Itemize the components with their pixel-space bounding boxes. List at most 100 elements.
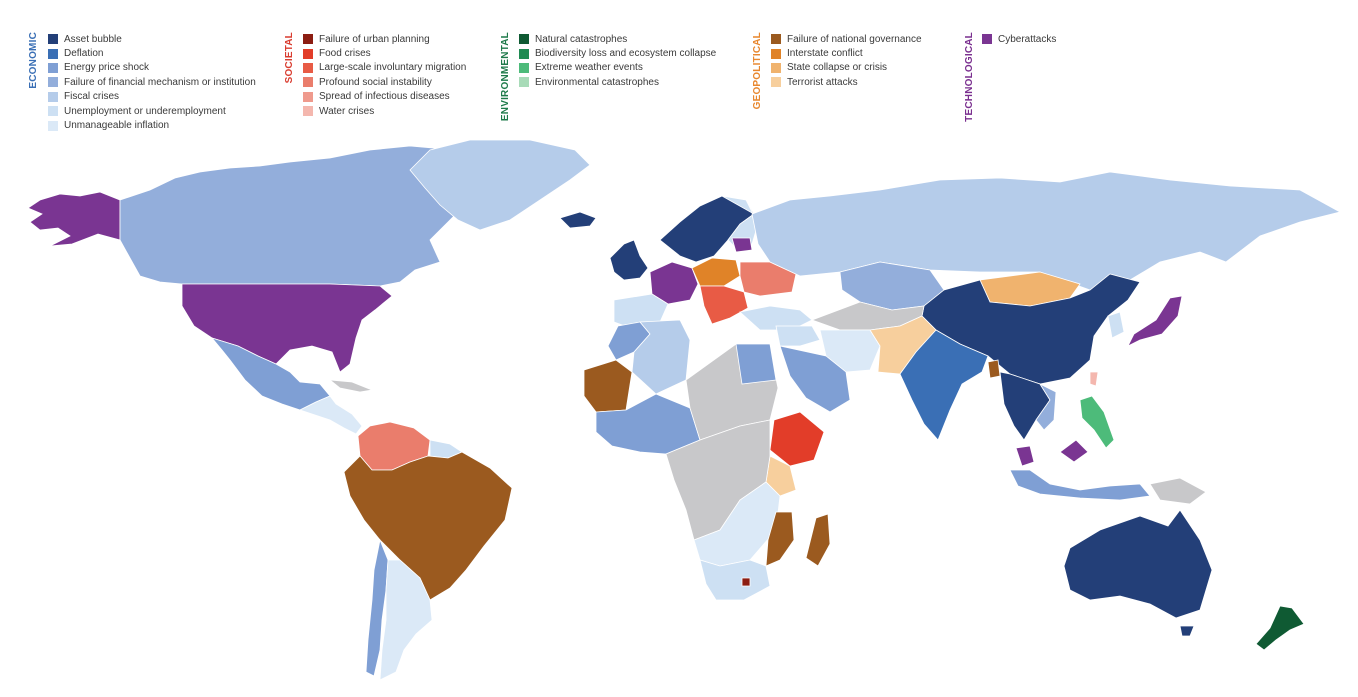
legend-swatch-societal <box>303 77 313 88</box>
country-alaska[interactable] <box>27 191 121 247</box>
country-cuba[interactable] <box>328 379 374 393</box>
legend-swatch-geopolitical <box>771 62 781 73</box>
legend-label-geopolitical: Failure of national governance <box>787 33 922 45</box>
legend-item-societal: Water crises <box>303 104 466 118</box>
world-map <box>27 140 1342 681</box>
country-philippines[interactable] <box>1079 395 1115 449</box>
country-japan[interactable] <box>1127 295 1183 347</box>
country-iceland[interactable] <box>559 211 597 229</box>
country-germany-poland[interactable] <box>691 257 741 287</box>
legend-swatch-environmental <box>519 62 529 73</box>
legend-swatch-societal <box>303 62 313 73</box>
legend-swatch-technological <box>982 34 992 45</box>
legend-swatch-economic <box>48 91 58 102</box>
country-ethiopia[interactable] <box>769 411 825 467</box>
legend-label-economic: Energy price shock <box>64 62 150 74</box>
country-baltics[interactable] <box>731 237 753 253</box>
legend-item-technological: Cyberattacks <box>982 32 1056 46</box>
legend-swatch-environmental <box>519 34 529 45</box>
legend-label-geopolitical: State collapse or crisis <box>787 62 888 74</box>
country-egypt[interactable] <box>735 343 777 385</box>
legend-title-technological: TECHNOLOGICAL <box>964 32 975 122</box>
country-bangladesh[interactable] <box>987 359 1001 379</box>
legend-items-societal: Failure of urban planning Food crises Larg… <box>303 32 466 118</box>
legend-item-economic: Asset bubble <box>48 32 256 46</box>
country-australia[interactable] <box>1063 509 1213 619</box>
legend-title-economic: ECONOMIC <box>28 32 39 89</box>
legend-label-economic: Deflation <box>64 48 104 60</box>
legend-item-geopolitical: Terrorist attacks <box>771 75 922 89</box>
legend-label-environmental: Natural catastrophes <box>535 33 628 45</box>
legend: ECONOMIC Asset bubble Deflation Energy pri… <box>0 0 1358 140</box>
country-papua[interactable] <box>1149 477 1207 505</box>
legend-swatch-economic <box>48 120 58 131</box>
legend-item-societal: Large-scale involuntary migration <box>303 61 466 75</box>
legend-title-societal: SOCIETAL <box>284 32 295 84</box>
legend-items-geopolitical: Failure of national governance Interstate… <box>771 32 922 90</box>
legend-item-economic: Unemployment or underemployment <box>48 104 256 118</box>
legend-item-environmental: Biodiversity loss and ecosystem collapse <box>519 46 716 60</box>
legend-swatch-environmental <box>519 48 529 59</box>
country-central-america[interactable] <box>298 395 363 435</box>
legend-swatch-societal <box>303 48 313 59</box>
legend-item-economic: Fiscal crises <box>48 90 256 104</box>
country-italy-balkans[interactable] <box>699 285 749 325</box>
legend-label-societal: Spread of infectious diseases <box>319 91 450 103</box>
country-madagascar[interactable] <box>805 513 831 567</box>
country-usa[interactable] <box>181 283 393 373</box>
legend-swatch-economic <box>48 106 58 117</box>
country-uk-ireland[interactable] <box>609 239 649 281</box>
country-new-zealand[interactable] <box>1255 605 1305 651</box>
legend-item-economic: Unmanageable inflation <box>48 118 256 132</box>
country-levant[interactable] <box>775 325 821 347</box>
country-india[interactable] <box>899 329 989 441</box>
country-mozambique[interactable] <box>765 511 795 567</box>
legend-item-geopolitical: State collapse or crisis <box>771 61 922 75</box>
country-saudi-arabia[interactable] <box>779 345 851 413</box>
country-south-africa[interactable] <box>699 559 771 601</box>
country-brazil-peru-bolivia[interactable] <box>343 451 513 601</box>
legend-swatch-geopolitical <box>771 34 781 45</box>
legend-label-societal: Water crises <box>319 105 375 117</box>
legend-label-technological: Cyberattacks <box>998 33 1057 45</box>
legend-label-societal: Large-scale involuntary migration <box>319 62 467 74</box>
legend-title-environmental: ENVIRONMENTAL <box>500 32 511 122</box>
country-tasmania[interactable] <box>1179 625 1195 637</box>
legend-item-environmental: Environmental catastrophes <box>519 75 716 89</box>
country-mauritania[interactable] <box>583 359 633 413</box>
legend-swatch-geopolitical <box>771 77 781 88</box>
legend-swatch-societal <box>303 106 313 117</box>
legend-label-economic: Asset bubble <box>64 33 122 45</box>
legend-label-economic: Failure of financial mechanism or instit… <box>64 76 256 88</box>
legend-item-economic: Energy price shock <box>48 61 256 75</box>
country-argentina[interactable] <box>379 559 433 681</box>
legend-label-environmental: Biodiversity loss and ecosystem collapse <box>535 48 717 60</box>
country-taiwan[interactable] <box>1089 371 1099 387</box>
legend-item-societal: Spread of infectious diseases <box>303 90 466 104</box>
legend-swatch-geopolitical <box>771 48 781 59</box>
legend-label-societal: Profound social instability <box>319 76 432 88</box>
country-greenland[interactable] <box>409 140 591 231</box>
legend-items-technological: Cyberattacks <box>982 32 1056 46</box>
legend-swatch-societal <box>303 34 313 45</box>
legend-swatch-economic <box>48 77 58 88</box>
country-korea[interactable] <box>1107 311 1125 339</box>
country-vietnam[interactable] <box>1035 383 1057 431</box>
legend-swatch-environmental <box>519 77 529 88</box>
legend-item-societal: Profound social instability <box>303 75 466 89</box>
country-malaysia[interactable] <box>1015 439 1089 467</box>
legend-swatch-economic <box>48 34 58 45</box>
legend-label-economic: Fiscal crises <box>64 91 120 103</box>
legend-items-economic: Asset bubble Deflation Energy price shock F… <box>48 32 256 133</box>
legend-item-environmental: Extreme weather events <box>519 61 716 75</box>
country-indonesia[interactable] <box>1009 469 1151 501</box>
legend-label-economic: Unemployment or underemployment <box>64 105 226 117</box>
legend-label-economic: Unmanageable inflation <box>64 120 170 132</box>
legend-label-societal: Failure of urban planning <box>319 33 430 45</box>
legend-item-geopolitical: Failure of national governance <box>771 32 922 46</box>
legend-item-economic: Failure of financial mechanism or instit… <box>48 75 256 89</box>
legend-item-societal: Failure of urban planning <box>303 32 466 46</box>
legend-item-environmental: Natural catastrophes <box>519 32 716 46</box>
legend-item-economic: Deflation <box>48 46 256 60</box>
country-lesotho[interactable] <box>741 577 751 587</box>
